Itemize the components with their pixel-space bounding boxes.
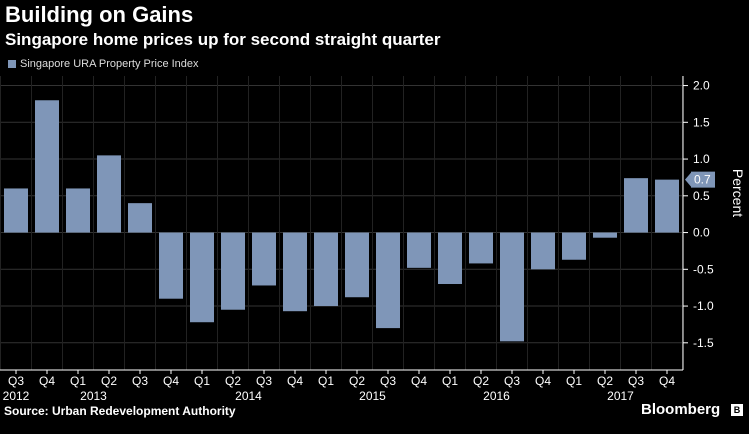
y-tick-label: -1.0 (693, 299, 714, 313)
x-year-label: 2017 (607, 389, 634, 403)
y-axis-title: Percent (730, 169, 746, 217)
bar (655, 179, 679, 233)
bar (469, 232, 493, 264)
y-tick-label: -0.5 (693, 262, 714, 276)
bar (345, 232, 369, 298)
x-tick-label: Q4 (287, 374, 303, 388)
legend-swatch (8, 60, 16, 68)
callout-pointer (685, 172, 691, 187)
y-tick-label: 0.0 (693, 226, 710, 240)
x-tick-label: Q1 (566, 374, 582, 388)
x-tick-label: Q4 (163, 374, 179, 388)
x-tick-label: Q3 (132, 374, 148, 388)
bloomberg-icon: B (731, 404, 743, 416)
bar (128, 203, 152, 233)
x-year-label: 2016 (483, 389, 510, 403)
x-tick-label: Q1 (318, 374, 334, 388)
bar (407, 232, 431, 268)
bar (531, 232, 555, 270)
y-tick-label: 0.5 (693, 189, 710, 203)
source-note: Source: Urban Redevelopment Authority (4, 404, 236, 418)
bar (66, 188, 90, 233)
x-tick-label: Q2 (101, 374, 117, 388)
x-year-label: 2013 (80, 389, 107, 403)
chart-subtitle: Singapore home prices up for second stra… (5, 30, 441, 49)
bar (624, 178, 648, 233)
x-year-label: 2015 (359, 389, 386, 403)
bar (4, 188, 28, 233)
x-tick-label: Q4 (659, 374, 675, 388)
x-tick-label: Q3 (8, 374, 24, 388)
bar (500, 232, 524, 342)
bar (190, 232, 214, 323)
x-tick-label: Q3 (628, 374, 644, 388)
x-tick-label: Q2 (349, 374, 365, 388)
legend-label: Singapore URA Property Price Index (20, 58, 199, 70)
callout-label: 0.7 (694, 173, 711, 187)
x-tick-label: Q1 (442, 374, 458, 388)
bar (593, 232, 617, 238)
x-tick-label: Q3 (504, 374, 520, 388)
x-tick-label: Q4 (39, 374, 55, 388)
bar (252, 232, 276, 286)
x-year-label: 2012 (3, 389, 30, 403)
callout-box (691, 171, 715, 188)
y-tick-label: -1.5 (693, 336, 714, 350)
bar (97, 155, 121, 233)
legend: Singapore URA Property Price Index (8, 58, 199, 70)
y-tick-label: 1.5 (693, 115, 710, 129)
x-tick-label: Q1 (194, 374, 210, 388)
bar (562, 232, 586, 260)
x-tick-label: Q3 (256, 374, 272, 388)
x-tick-label: Q2 (225, 374, 241, 388)
bar (35, 100, 59, 233)
chart-title: Building on Gains (5, 2, 194, 27)
y-tick-label: 1.0 (693, 152, 710, 166)
x-tick-label: Q2 (473, 374, 489, 388)
bar (159, 232, 183, 299)
x-tick-label: Q4 (535, 374, 551, 388)
y-tick-label: 2.0 (693, 79, 710, 93)
brand-logo: Bloomberg (641, 401, 721, 418)
x-tick-label: Q3 (380, 374, 396, 388)
bar (283, 232, 307, 312)
bar (376, 232, 400, 329)
bar (221, 232, 245, 310)
x-tick-label: Q1 (70, 374, 86, 388)
x-year-label: 2014 (235, 389, 262, 403)
x-tick-label: Q4 (411, 374, 427, 388)
bar (438, 232, 462, 285)
x-tick-label: Q2 (597, 374, 613, 388)
bar (314, 232, 338, 307)
